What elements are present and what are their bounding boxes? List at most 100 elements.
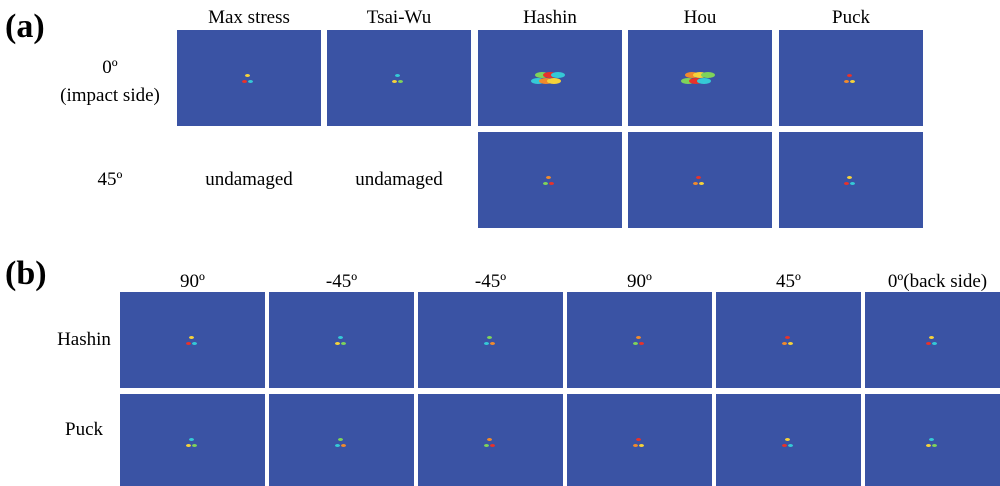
damage-spot bbox=[693, 72, 707, 78]
damage-contour bbox=[269, 292, 414, 388]
damage-spot bbox=[543, 72, 557, 78]
damage-contour bbox=[478, 132, 622, 228]
damage-contour bbox=[628, 30, 772, 126]
damage-spot bbox=[188, 335, 194, 339]
damage-spot bbox=[850, 79, 855, 83]
cell-text: undamaged bbox=[355, 169, 443, 190]
column-header: -45º bbox=[474, 271, 507, 292]
damage-spot bbox=[928, 437, 934, 441]
damage-spot bbox=[781, 443, 787, 447]
damage-spot bbox=[248, 79, 253, 83]
damage-contour bbox=[120, 292, 265, 388]
damage-contour bbox=[120, 394, 265, 486]
damage-spot bbox=[188, 437, 194, 441]
damage-spot bbox=[928, 335, 934, 339]
damage-spot bbox=[781, 341, 787, 345]
damage-spot bbox=[547, 78, 561, 84]
damage-spot bbox=[337, 335, 343, 339]
damage-contour bbox=[779, 132, 923, 228]
damage-contour bbox=[269, 394, 414, 486]
damage-spot bbox=[489, 341, 495, 345]
column-header: Max stress bbox=[208, 7, 290, 28]
panel-label: (a) bbox=[5, 8, 45, 45]
row-label: 45º bbox=[97, 169, 123, 190]
damage-spot bbox=[531, 78, 545, 84]
damage-spot bbox=[483, 443, 489, 447]
damage-spot bbox=[699, 181, 704, 185]
damage-spot bbox=[850, 181, 855, 185]
damage-spot bbox=[847, 73, 852, 77]
damage-spot bbox=[632, 341, 638, 345]
damage-spot bbox=[191, 443, 197, 447]
damage-spot bbox=[549, 181, 554, 185]
damage-spot bbox=[844, 181, 849, 185]
damage-spot bbox=[635, 437, 641, 441]
damage-spot bbox=[245, 73, 250, 77]
damage-spot bbox=[787, 443, 793, 447]
damage-spot bbox=[486, 335, 492, 339]
row-label: Hashin bbox=[57, 329, 111, 350]
panel-label: (b) bbox=[5, 255, 47, 292]
damage-spot bbox=[847, 175, 852, 179]
column-header: 0º(back side) bbox=[887, 271, 988, 292]
damage-contour bbox=[865, 394, 1000, 486]
damage-spot bbox=[638, 443, 644, 447]
damage-spot bbox=[340, 341, 346, 345]
damage-contour bbox=[327, 30, 471, 126]
column-header: 45º bbox=[776, 271, 801, 292]
damage-contour bbox=[716, 292, 861, 388]
damage-spot bbox=[681, 78, 695, 84]
damage-spot bbox=[546, 175, 551, 179]
cell-text: undamaged bbox=[205, 169, 293, 190]
damage-spot bbox=[784, 335, 790, 339]
column-header: Tsai-Wu bbox=[366, 7, 432, 28]
column-header: -45º bbox=[325, 271, 358, 292]
damage-spot bbox=[398, 79, 403, 83]
row-label: Puck bbox=[65, 419, 103, 440]
damage-spot bbox=[685, 72, 699, 78]
damage-contour bbox=[567, 394, 712, 486]
damage-spot bbox=[551, 72, 565, 78]
damage-spot bbox=[787, 341, 793, 345]
damage-contour bbox=[567, 292, 712, 388]
damage-spot bbox=[632, 443, 638, 447]
damage-spot bbox=[701, 72, 715, 78]
damage-spot bbox=[185, 341, 191, 345]
damage-spot bbox=[696, 175, 701, 179]
damage-spot bbox=[925, 443, 931, 447]
damage-spot bbox=[486, 437, 492, 441]
damage-contour bbox=[177, 30, 321, 126]
damage-spot bbox=[395, 73, 400, 77]
column-header: 90º bbox=[180, 271, 205, 292]
column-header: Hou bbox=[683, 7, 717, 28]
column-header: Puck bbox=[832, 7, 870, 28]
damage-spot bbox=[693, 181, 698, 185]
damage-spot bbox=[784, 437, 790, 441]
damage-spot bbox=[334, 341, 340, 345]
row-label: 0º bbox=[102, 57, 118, 78]
damage-spot bbox=[489, 443, 495, 447]
damage-contour bbox=[865, 292, 1000, 388]
damage-spot bbox=[483, 341, 489, 345]
damage-spot bbox=[697, 78, 711, 84]
damage-spot bbox=[931, 443, 937, 447]
row-label: (impact side) bbox=[60, 85, 160, 106]
damage-spot bbox=[539, 78, 553, 84]
damage-contour bbox=[779, 30, 923, 126]
damage-spot bbox=[844, 79, 849, 83]
damage-spot bbox=[535, 72, 549, 78]
damage-contour bbox=[716, 394, 861, 486]
damage-spot bbox=[392, 79, 397, 83]
damage-contour bbox=[418, 292, 563, 388]
damage-contour bbox=[418, 394, 563, 486]
damage-spot bbox=[334, 443, 340, 447]
damage-spot bbox=[185, 443, 191, 447]
damage-spot bbox=[931, 341, 937, 345]
damage-spot bbox=[543, 181, 548, 185]
damage-spot bbox=[638, 341, 644, 345]
damage-contour bbox=[478, 30, 622, 126]
damage-spot bbox=[340, 443, 346, 447]
column-header: 90º bbox=[627, 271, 652, 292]
damage-spot bbox=[635, 335, 641, 339]
